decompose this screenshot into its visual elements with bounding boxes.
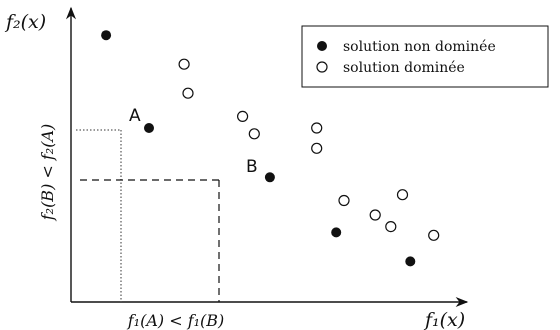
dominated-point	[428, 229, 440, 241]
y-comparison-label: f₂(B) < f₂(A)	[38, 124, 57, 222]
dominated-point	[369, 209, 381, 221]
point-label-a: A	[129, 106, 141, 126]
legend-dominated-label: solution dominée	[343, 60, 465, 76]
non-dominated-point	[144, 123, 154, 133]
points-layer	[101, 30, 440, 267]
y-axis-label: f₂(x)	[4, 11, 46, 33]
dominated-point	[311, 122, 323, 134]
non-dominated-point	[331, 227, 342, 238]
legend-box	[301, 25, 549, 88]
dominated-point	[338, 194, 350, 207]
dominated-point	[178, 58, 190, 70]
non-dominated-point	[405, 256, 416, 267]
point-label-b: B	[246, 157, 258, 177]
x-comparison-label: f₁(A) < f₁(B)	[127, 311, 225, 330]
legend-non-dominated-label: solution non dominée	[343, 39, 496, 55]
dominated-point	[237, 110, 249, 123]
legend-filled-marker	[317, 41, 327, 51]
dominated-point	[385, 221, 397, 233]
x-axis-label: f₁(x)	[423, 309, 465, 330]
legend: solution non dominée solution dominée	[301, 25, 549, 88]
non-dominated-point	[101, 30, 112, 41]
dominated-point	[182, 87, 194, 99]
dominated-point	[248, 128, 260, 140]
legend-hollow-marker	[316, 61, 328, 73]
non-dominated-point	[264, 172, 275, 183]
dominated-point	[396, 189, 409, 201]
dominated-point	[311, 142, 323, 154]
